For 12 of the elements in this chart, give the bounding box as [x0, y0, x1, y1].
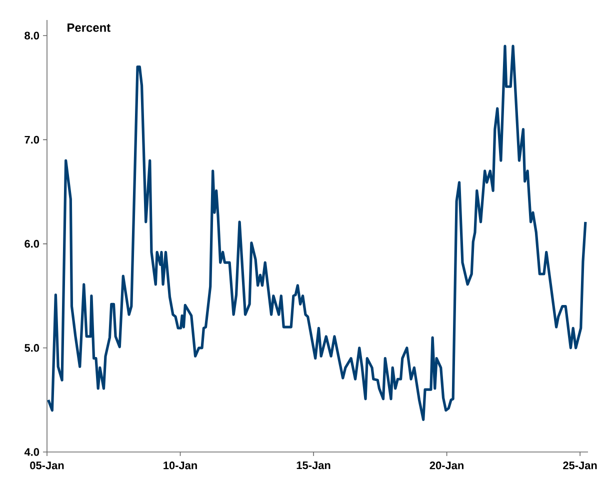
- x-tick-label: 05-Jan: [30, 462, 64, 470]
- x-tick-label: 20-Jan: [430, 462, 464, 470]
- y-tick-label: 6.0: [24, 240, 40, 248]
- y-tick-label: 5.0: [24, 344, 40, 352]
- y-tick-label: 7.0: [24, 136, 40, 144]
- x-tick-label: 25-Jan: [563, 462, 597, 470]
- x-tick-label: 10-Jan: [164, 462, 197, 470]
- line-series: [47, 44, 587, 422]
- y-tick-label: 8.0: [24, 32, 40, 40]
- x-tick-label: 15-Jan: [296, 462, 330, 470]
- y-tick-label: 4.0: [24, 448, 40, 456]
- y-axis-title: Percent: [68, 24, 110, 32]
